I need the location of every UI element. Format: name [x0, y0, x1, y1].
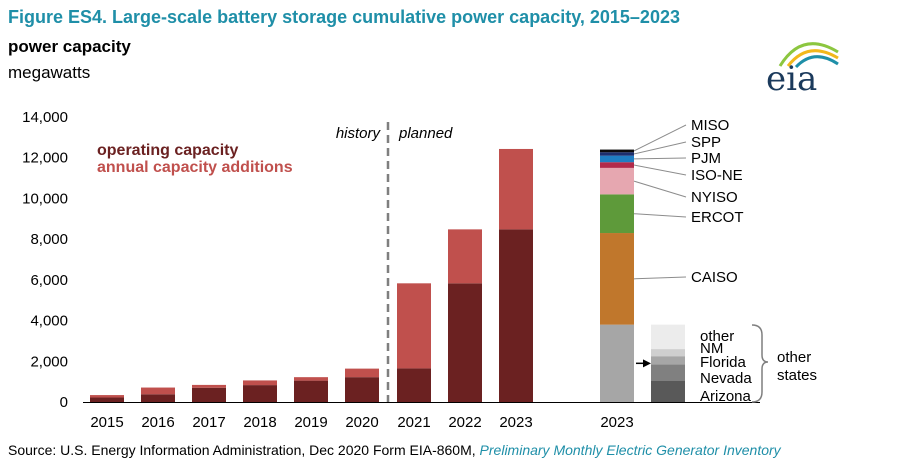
bar-additions	[448, 229, 482, 284]
other-state-segment	[651, 364, 685, 381]
region-leader-line	[633, 164, 687, 176]
chart-title: Figure ES4. Large-scale battery storage …	[8, 7, 680, 27]
region-segment	[600, 152, 634, 156]
bar-operating	[499, 229, 533, 402]
other-state-label: Florida	[700, 354, 747, 371]
y-tick-label: 6,000	[30, 272, 68, 289]
region-label: NYISO	[691, 189, 738, 206]
y-tick-label: 0	[60, 394, 68, 411]
other-state-segment	[651, 380, 685, 402]
region-leader-line	[633, 276, 687, 280]
x-tick-label: 2015	[90, 414, 123, 431]
bar-operating	[192, 387, 226, 402]
region-leader-line	[633, 141, 687, 155]
bar-operating	[294, 380, 328, 402]
chart-svg: 02,0004,0006,0008,00010,00012,00014,000 …	[22, 109, 817, 431]
bar-additions	[141, 387, 175, 395]
bar-operating	[141, 394, 175, 402]
other-state-label: Nevada	[700, 370, 752, 387]
bar-additions	[243, 380, 277, 386]
bar-additions	[294, 377, 328, 381]
bar-operating	[243, 385, 277, 402]
x-tick-label: 2020	[345, 414, 378, 431]
bar-operating	[397, 368, 431, 402]
bar-operating	[448, 283, 482, 402]
region-leader-line	[633, 124, 687, 152]
other-state-segment	[651, 356, 685, 365]
other-state-label: Arizona	[700, 388, 752, 405]
legend-additions: annual capacity additions	[97, 159, 293, 176]
region-segment	[600, 324, 634, 402]
y-tick-label: 4,000	[30, 313, 68, 330]
other-state-segment	[651, 324, 685, 350]
region-segment	[600, 155, 634, 163]
y-tick-label: 10,000	[22, 190, 68, 207]
region-label: ERCOT	[691, 209, 744, 226]
x-tick-label: 2021	[397, 414, 430, 431]
other-states-bracket	[751, 324, 769, 403]
eia-logo: eia	[766, 42, 839, 96]
x-tick-label: 2017	[192, 414, 225, 431]
region-segment	[600, 233, 634, 325]
planned-label: planned	[398, 125, 453, 142]
y-tick-label: 14,000	[22, 109, 68, 126]
other-state-label: other	[700, 328, 734, 345]
region-label: CAISO	[691, 269, 738, 286]
region-segment	[600, 194, 634, 234]
region-segment	[600, 167, 634, 195]
y-tick-label: 8,000	[30, 231, 68, 248]
other-state-label: NM	[700, 340, 723, 357]
other-state-segment	[651, 349, 685, 357]
chart-subtitle: power capacity	[8, 37, 131, 56]
x-tick-label: 2019	[294, 414, 327, 431]
other-states-label-line2: states	[777, 367, 817, 384]
region-segment	[600, 149, 634, 153]
bars-layer	[90, 148, 685, 402]
other-states-label-line1: other	[777, 349, 811, 366]
bar-additions	[397, 283, 431, 369]
x-tick-label: 2022	[448, 414, 481, 431]
region-label: MISO	[691, 117, 729, 134]
region-label: SPP	[691, 134, 721, 151]
bar-additions	[499, 148, 533, 230]
x-tick-label-regional: 2023	[600, 414, 633, 431]
history-label: history	[336, 125, 382, 142]
region-leader-line	[633, 157, 687, 160]
y-tick-label: 12,000	[22, 150, 68, 167]
source-text: Source: U.S. Energy Information Administ…	[8, 442, 476, 458]
bar-additions	[345, 368, 379, 378]
eia-logo-text: eia	[766, 59, 817, 96]
bar-operating	[90, 397, 124, 402]
y-tick-label: 2,000	[30, 353, 68, 370]
region-label: PJM	[691, 150, 721, 167]
region-segment	[600, 162, 634, 168]
region-leader-line	[633, 180, 687, 198]
x-tick-label: 2023	[499, 414, 532, 431]
source-note: Source: U.S. Energy Information Administ…	[8, 442, 781, 458]
legend-operating: operating capacity	[97, 142, 238, 159]
bar-additions	[192, 384, 226, 388]
arrow-head	[643, 359, 651, 368]
region-leader-line	[633, 213, 687, 218]
bar-operating	[345, 377, 379, 402]
source-link[interactable]: Preliminary Monthly Electric Generator I…	[479, 442, 781, 458]
axis-layer: 0 2,000 4,000 6,000 8,000 10,000 12,000 14,000	[22, 109, 760, 411]
x-tick-label: 2018	[243, 414, 276, 431]
chart-units: megawatts	[8, 63, 91, 82]
x-tick-label: 2016	[141, 414, 174, 431]
region-label: ISO-NE	[691, 167, 743, 184]
bar-additions	[90, 395, 124, 398]
